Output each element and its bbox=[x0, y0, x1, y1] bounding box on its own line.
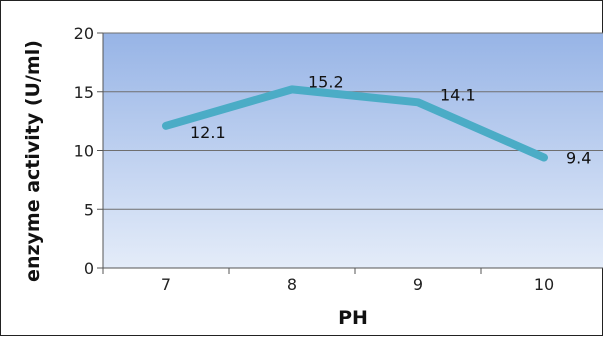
y-tick-label: 15 bbox=[74, 83, 94, 102]
data-label: 15.2 bbox=[308, 72, 344, 91]
y-axis-ticks: 0 5 10 15 20 bbox=[74, 24, 103, 278]
gridlines bbox=[103, 32, 603, 210]
y-tick-label: 0 bbox=[84, 259, 94, 278]
data-point bbox=[165, 124, 167, 127]
data-label: 12.1 bbox=[190, 123, 226, 142]
x-axis-ticks: 7 8 9 10 bbox=[102, 268, 554, 294]
series-line bbox=[162, 85, 548, 162]
y-tick-label: 5 bbox=[84, 200, 94, 219]
series-polyline bbox=[162, 85, 548, 162]
y-tick-label: 20 bbox=[74, 24, 94, 43]
y-axis-title: enzyme activity (U/ml) bbox=[22, 40, 44, 282]
data-label: 9.4 bbox=[566, 149, 591, 168]
x-tick-label: 7 bbox=[161, 275, 171, 294]
x-tick-label: 8 bbox=[287, 275, 297, 294]
data-labels: 12.1 15.2 14.1 9.4 bbox=[190, 72, 591, 167]
data-point bbox=[291, 88, 293, 91]
x-tick-label: 10 bbox=[534, 275, 554, 294]
x-tick-label: 9 bbox=[413, 275, 423, 294]
data-label: 14.1 bbox=[440, 85, 476, 104]
y-tick-label: 10 bbox=[74, 142, 94, 161]
data-point bbox=[543, 156, 545, 159]
data-point bbox=[417, 101, 419, 104]
x-axis-title: PH bbox=[338, 307, 368, 329]
